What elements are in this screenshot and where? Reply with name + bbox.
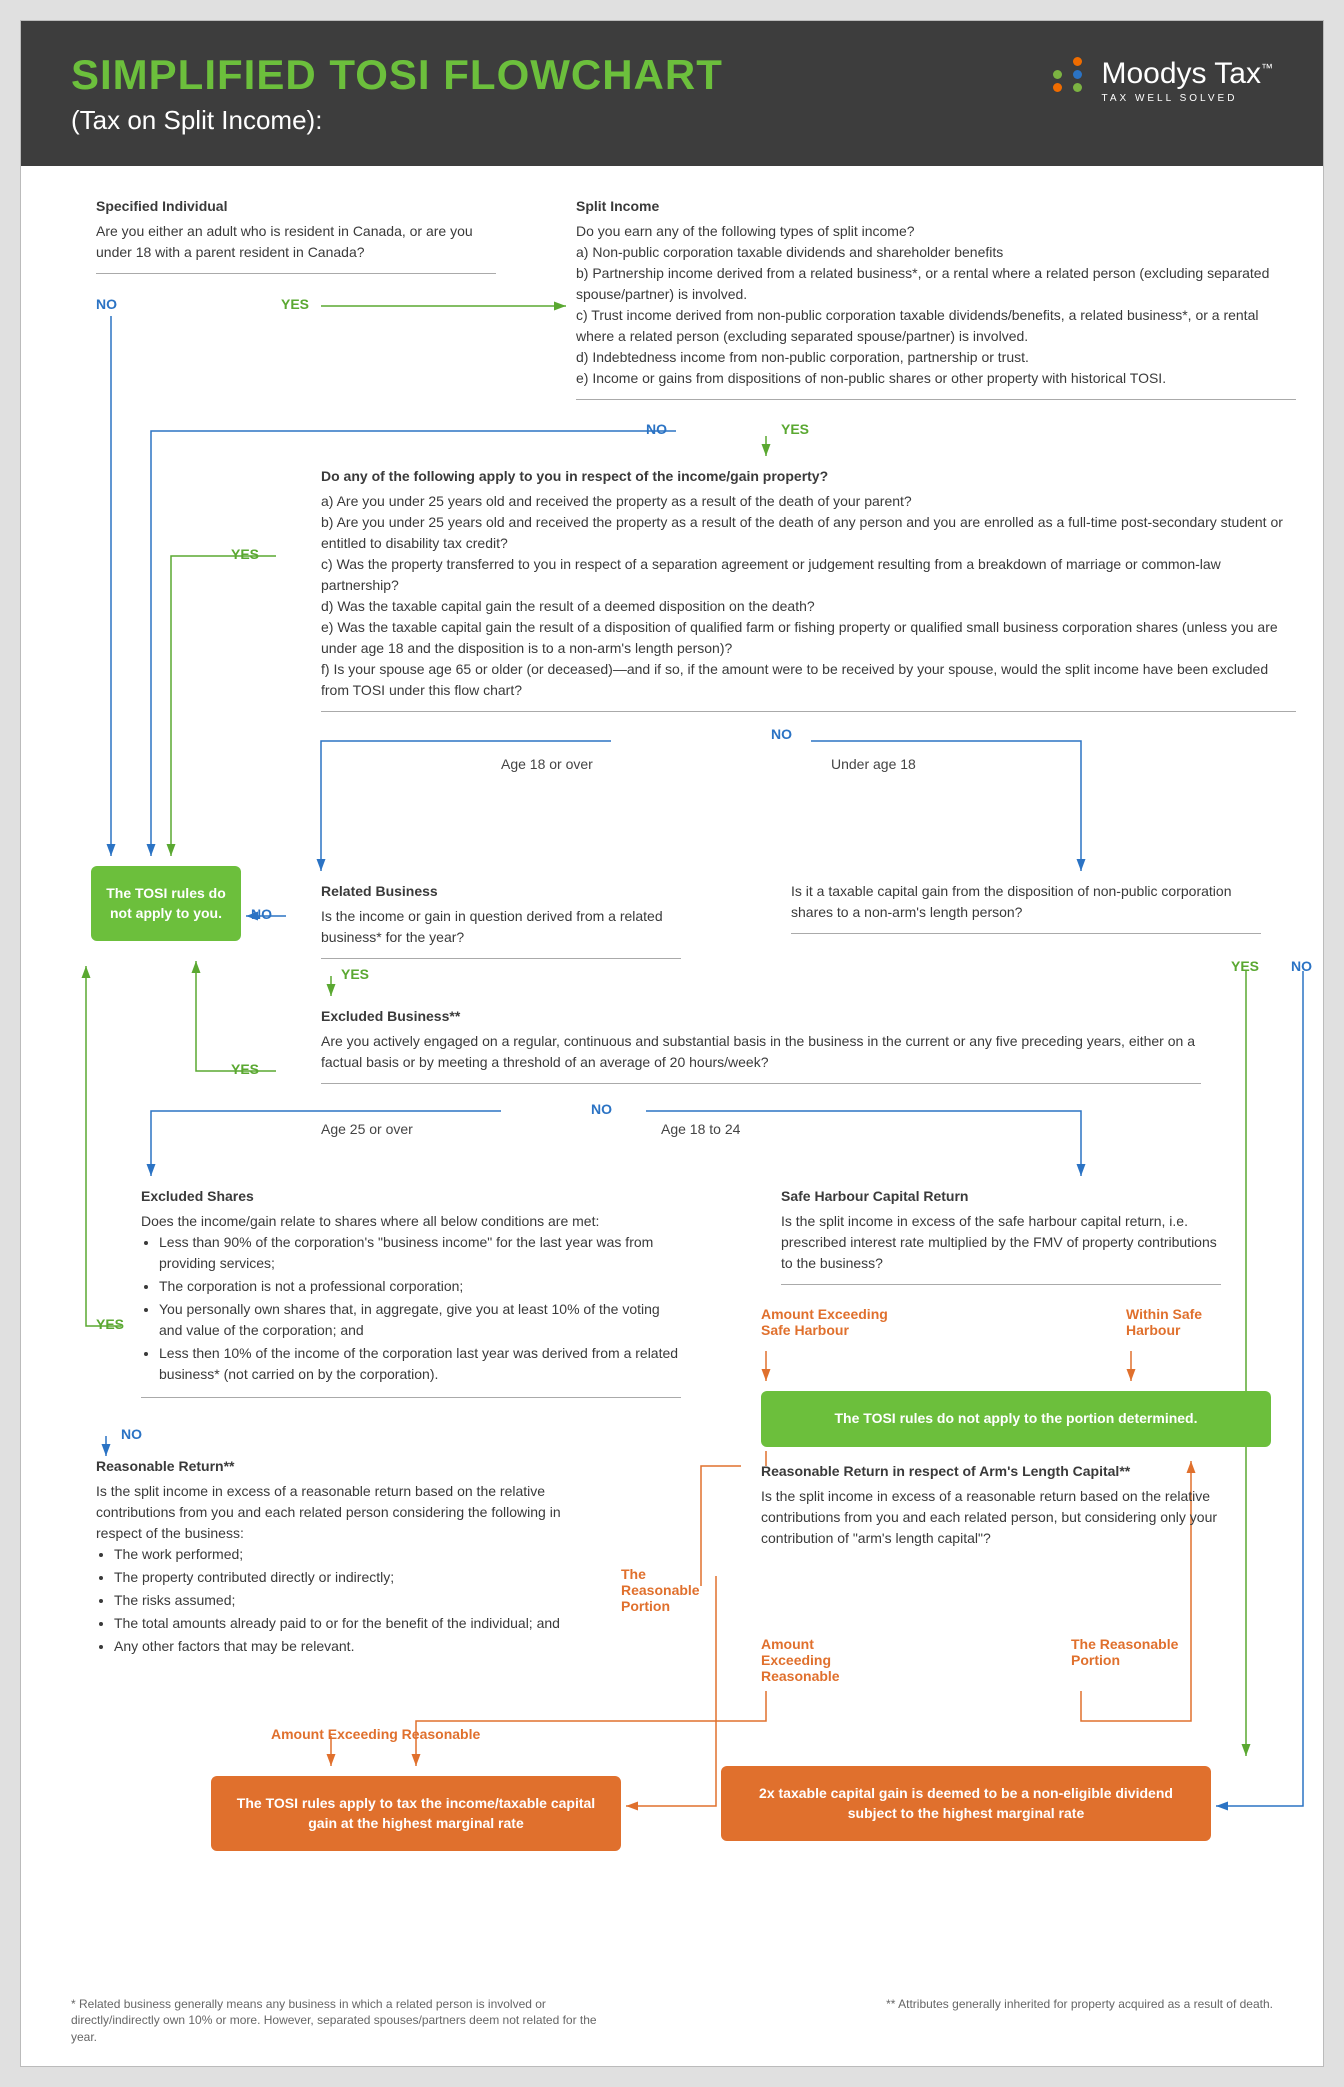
node-reasonable-arms: Reasonable Return in respect of Arm's Le… [761,1461,1221,1549]
trademark-icon: ™ [1261,61,1273,75]
footnote-right: ** Attributes generally inherited for pr… [886,1996,1273,2046]
node-title: Excluded Shares [141,1186,681,1207]
edge-label-exceedReason: Amount Exceeding Reasonable [761,1636,871,1684]
logo-text: Moodys Tax™ TAX WELL SOLVED [1101,57,1273,104]
node-title: Safe Harbour Capital Return [781,1186,1221,1207]
page: SIMPLIFIED TOSI FLOWCHART (Tax on Split … [20,20,1324,2067]
node-title: Do any of the following apply to you in … [321,466,1296,487]
list-item: a) Non-public corporation taxable divide… [576,242,1296,263]
node-non-arms-length: Is it a taxable capital gain from the di… [791,881,1261,934]
brand-name: Moodys Tax [1101,57,1261,90]
list-item: e) Was the taxable capital gain the resu… [321,617,1296,659]
title-block: SIMPLIFIED TOSI FLOWCHART (Tax on Split … [71,51,723,136]
list-item: Less then 10% of the income of the corpo… [159,1343,681,1385]
node-excluded-shares: Excluded Shares Does the income/gain rel… [141,1186,681,1398]
list-item: The risks assumed; [114,1590,576,1611]
node-text: Does the income/gain relate to shares wh… [141,1211,681,1232]
node-items: The work performed;The property contribu… [96,1544,576,1657]
sub-title: (Tax on Split Income): [71,105,723,136]
flowchart-canvas: Specified Individual Are you either an a… [21,166,1323,2066]
node-specified-individual: Specified Individual Are you either an a… [96,196,496,274]
list-item: The work performed; [114,1544,576,1565]
edge-label-yes2: YES [781,421,809,437]
list-item: f) Is your spouse age 65 or older (or de… [321,659,1296,701]
node-title: Reasonable Return** [96,1456,576,1477]
edge-label-no7: NO [121,1426,142,1442]
node-split-income: Split Income Do you earn any of the foll… [576,196,1296,400]
edge-label-no2: NO [646,421,667,437]
node-title: Excluded Business** [321,1006,1201,1027]
list-item: Less than 90% of the corporation's "busi… [159,1232,681,1274]
node-items: Less than 90% of the corporation's "busi… [141,1232,681,1385]
node-text: Is the split income in excess of a reaso… [761,1486,1221,1549]
edge-label-yes3: YES [231,546,259,562]
node-title: Related Business [321,881,681,902]
list-item: c) Trust income derived from non-public … [576,305,1296,347]
result-non-eligible: 2x taxable capital gain is deemed to be … [721,1766,1211,1841]
edge-label-yes4: YES [341,966,369,982]
list-item: b) Are you under 25 years old and receiv… [321,512,1296,554]
logo: Moodys Tax™ TAX WELL SOLVED [1053,57,1273,104]
list-item: Any other factors that may be relevant. [114,1636,576,1657]
node-text: Is it a taxable capital gain from the di… [791,881,1261,923]
age-label-under18: Under age 18 [831,756,916,772]
header: SIMPLIFIED TOSI FLOWCHART (Tax on Split … [21,21,1323,166]
result-no-apply-portion: The TOSI rules do not apply to the porti… [761,1391,1271,1447]
node-items: a) Are you under 25 years old and receiv… [321,491,1296,701]
age-label-a18to24: Age 18 to 24 [661,1121,740,1137]
edge-label-no4: NO [251,906,272,922]
node-text: Are you actively engaged on a regular, c… [321,1031,1201,1073]
edge-label-yes7: YES [96,1316,124,1332]
node-text: Is the income or gain in question derive… [321,906,681,948]
edge-label-reasonable2: The Reasonable Portion [1071,1636,1191,1668]
list-item: You personally own shares that, in aggre… [159,1299,681,1341]
edge-label-exceedReason2: Amount Exceeding Reasonable [271,1726,571,1742]
node-excluded-business: Excluded Business** Are you actively eng… [321,1006,1201,1084]
node-title: Split Income [576,196,1296,217]
list-item: a) Are you under 25 years old and receiv… [321,491,1296,512]
edge-label-yes6: YES [1231,958,1259,974]
edge-label-exceedSafe: Amount Exceeding Safe Harbour [761,1306,921,1338]
edge-label-no6: NO [1291,958,1312,974]
result-apply-highest: The TOSI rules apply to tax the income/t… [211,1776,621,1851]
main-title: SIMPLIFIED TOSI FLOWCHART [71,51,723,99]
node-text: Is the split income in excess of a reaso… [96,1481,576,1544]
list-item: b) Partnership income derived from a rel… [576,263,1296,305]
list-item: The total amounts already paid to or for… [114,1613,576,1634]
node-text: Are you either an adult who is resident … [96,221,496,263]
age-label-a18over: Age 18 or over [501,756,593,772]
edge-label-no1: NO [96,296,117,312]
logo-dots-icon [1053,57,1089,93]
brand-tagline: TAX WELL SOLVED [1101,93,1273,104]
edge-label-reasonable1: The Reasonable Portion [621,1566,721,1614]
node-any-following: Do any of the following apply to you in … [321,466,1296,712]
node-title: Reasonable Return in respect of Arm's Le… [761,1461,1221,1482]
list-item: The corporation is not a professional co… [159,1276,681,1297]
edge-label-yes1: YES [281,296,309,312]
list-item: d) Was the taxable capital gain the resu… [321,596,1296,617]
list-item: d) Indebtedness income from non-public c… [576,347,1296,368]
footnotes: * Related business generally means any b… [71,1996,1273,2046]
age-label-a25over: Age 25 or over [321,1121,413,1137]
list-item: e) Income or gains from dispositions of … [576,368,1296,389]
node-reasonable-return: Reasonable Return** Is the split income … [96,1456,576,1659]
edge-label-yes5: YES [231,1061,259,1077]
edge-label-no3: NO [771,726,792,742]
node-safe-harbour: Safe Harbour Capital Return Is the split… [781,1186,1221,1285]
node-title: Specified Individual [96,196,496,217]
list-item: c) Was the property transferred to you i… [321,554,1296,596]
list-item: The property contributed directly or ind… [114,1567,576,1588]
footnote-left: * Related business generally means any b… [71,1996,600,2046]
node-text: Is the split income in excess of the saf… [781,1211,1221,1274]
result-no-apply: The TOSI rules do not apply to you. [91,866,241,941]
node-related-business: Related Business Is the income or gain i… [321,881,681,959]
node-items: a) Non-public corporation taxable divide… [576,242,1296,389]
edge-label-no5: NO [591,1101,612,1117]
node-text: Do you earn any of the following types o… [576,221,1296,242]
edge-label-withinSafe: Within Safe Harbour [1126,1306,1236,1338]
